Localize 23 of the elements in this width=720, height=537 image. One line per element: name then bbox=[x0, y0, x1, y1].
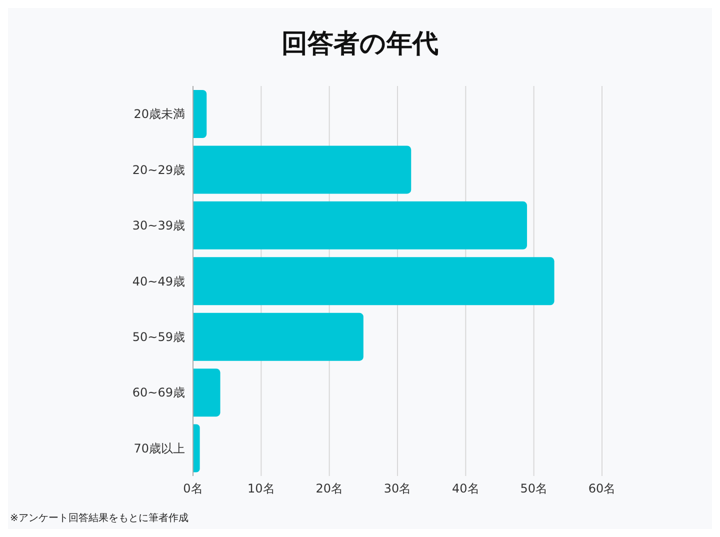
x-tick-label: 60名 bbox=[588, 482, 616, 496]
y-tick-label: 60~69歳 bbox=[132, 386, 185, 400]
x-tick-label: 20名 bbox=[316, 482, 343, 496]
y-tick-label: 30~39歳 bbox=[132, 218, 185, 233]
bar bbox=[193, 424, 200, 472]
y-tick-label: 40~49歳 bbox=[132, 274, 185, 288]
text: ※アンケート回答結果をもとに筆者作成 bbox=[10, 512, 188, 525]
y-tick-label: 20歳未満 bbox=[134, 107, 185, 122]
x-tick-label: 0名 bbox=[183, 482, 203, 496]
bar bbox=[193, 257, 554, 306]
y-tick-label: 70歳以上 bbox=[134, 441, 185, 456]
x-tick-label: 30名 bbox=[384, 482, 412, 496]
x-tick-label: 40名 bbox=[452, 482, 480, 496]
x-tick-label: 50名 bbox=[520, 482, 548, 496]
x-tick-label: 10名 bbox=[248, 482, 275, 496]
bar bbox=[193, 146, 412, 194]
y-tick-label: 20~29歳 bbox=[132, 162, 185, 177]
bar bbox=[193, 90, 207, 138]
y-tick-label: 50~59歳 bbox=[132, 330, 185, 344]
bar bbox=[193, 201, 528, 250]
bar bbox=[193, 312, 364, 361]
bar bbox=[193, 368, 220, 417]
chart-title: 回答者の年代 bbox=[280, 28, 440, 61]
